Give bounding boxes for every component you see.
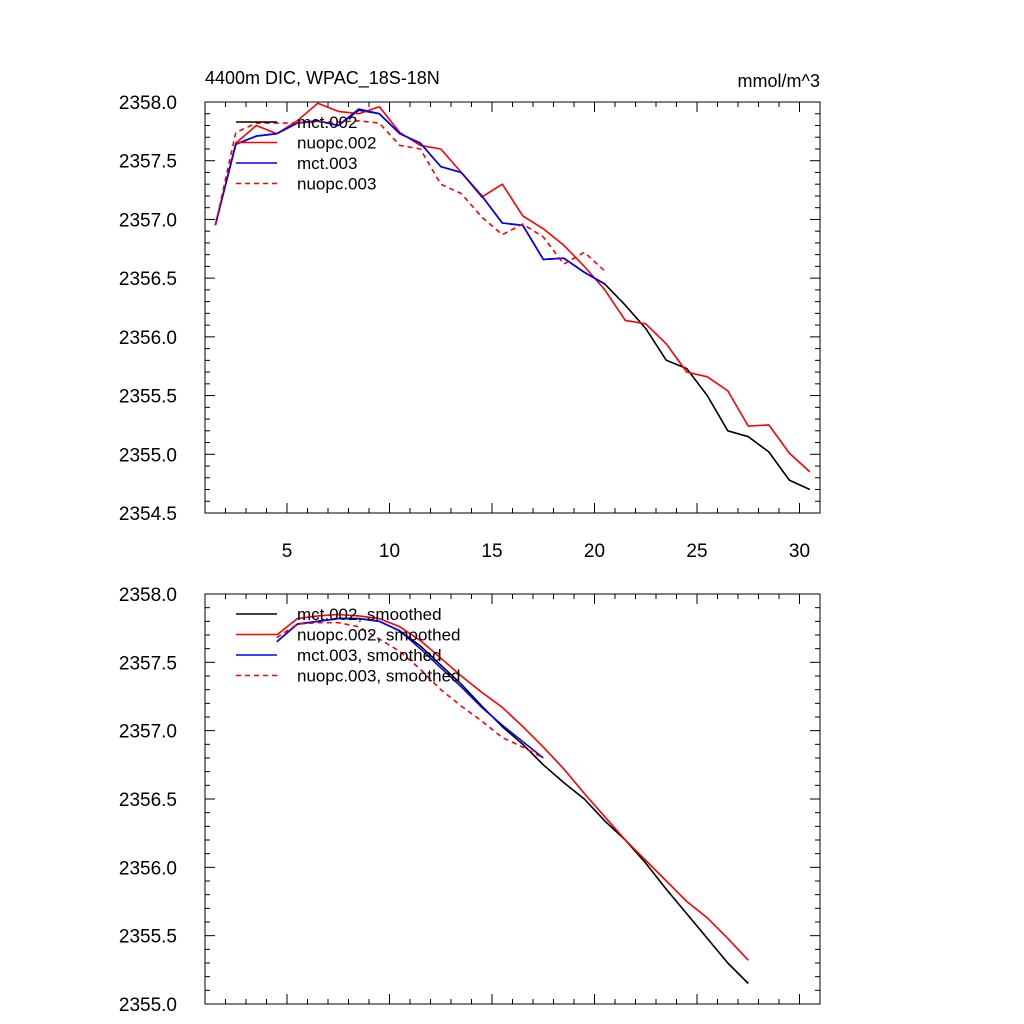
x-tick-label: 15 xyxy=(481,541,502,562)
y-tick-label: 2354.5 xyxy=(119,504,177,525)
x-tick-label: 30 xyxy=(789,541,810,562)
y-tick-label: 2357.5 xyxy=(119,653,177,674)
x-tick-label: 25 xyxy=(686,541,707,562)
y-tick-label: 2356.0 xyxy=(119,858,177,879)
series-line-mct-003-smoothed xyxy=(276,617,544,759)
y-tick-label: 2355.0 xyxy=(119,995,177,1016)
series-line-nuopc-003 xyxy=(214,120,606,272)
y-tick-label: 2355.0 xyxy=(119,445,177,466)
top-panel: 4400m DIC, WPAC_18S-18N mmol/m^3 5 10 15 20… xyxy=(119,68,821,562)
series-line-nuopc-003-smoothed xyxy=(276,621,544,759)
y-tick-label: 2358.0 xyxy=(119,93,177,114)
legend-label: nuopc.003, smoothed xyxy=(297,667,461,686)
legend-label: mct.003 xyxy=(297,154,357,173)
y-tick-label: 2356.0 xyxy=(119,328,177,349)
legend-label: nuopc.003 xyxy=(297,175,376,194)
legend-label: mct.002, smoothed xyxy=(297,605,442,624)
bottom-panel-plot: 2355.0 2355.5 2356.0 2356.5 2357.0 2357.5 2358… xyxy=(119,585,821,1016)
legend-label: nuopc.002 xyxy=(297,134,376,153)
legend-label: mct.003, smoothed xyxy=(297,646,442,665)
legend-label: mct.002 xyxy=(297,113,357,132)
legend-label: nuopc.002, smoothed xyxy=(297,626,461,645)
series-line-mct-003 xyxy=(214,108,606,285)
x-tick-label: 10 xyxy=(379,541,400,562)
y-tick-label: 2356.5 xyxy=(119,269,177,290)
series-line-nuopc-002 xyxy=(214,102,811,473)
y-tick-label: 2358.0 xyxy=(119,585,177,606)
top-panel-title: 4400m DIC, WPAC_18S-18N xyxy=(205,68,440,89)
series-line-nuopc-002-smoothed xyxy=(276,613,749,961)
y-tick-label: 2357.0 xyxy=(119,722,177,743)
y-tick-label: 2355.5 xyxy=(119,927,177,948)
x-tick-label: 5 xyxy=(282,541,293,562)
top-panel-units: mmol/m^3 xyxy=(738,71,820,91)
y-tick-label: 2357.0 xyxy=(119,210,177,231)
top-panel-plot: 5 10 15 20 25 30 2354.5 2355.0 2355.5 2356.0 2356.… xyxy=(119,93,821,562)
x-tick-label: 20 xyxy=(584,541,605,562)
y-tick-label: 2355.5 xyxy=(119,387,177,408)
y-tick-label: 2357.5 xyxy=(119,152,177,173)
y-tick-label: 2356.5 xyxy=(119,790,177,811)
bottom-panel: 2355.0 2355.5 2356.0 2356.5 2357.0 2357.5 2358… xyxy=(119,585,821,1016)
